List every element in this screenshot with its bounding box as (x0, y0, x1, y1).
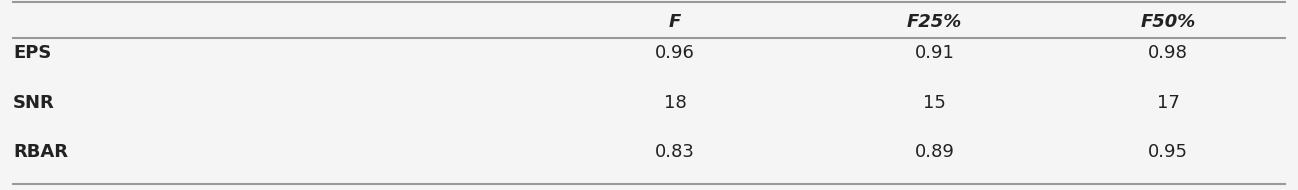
Text: 17: 17 (1157, 94, 1180, 112)
Text: 0.91: 0.91 (915, 44, 954, 62)
Text: F50%: F50% (1141, 13, 1195, 31)
Text: 0.98: 0.98 (1149, 44, 1188, 62)
Text: EPS: EPS (13, 44, 52, 62)
Text: 0.95: 0.95 (1149, 143, 1188, 161)
Text: F: F (668, 13, 681, 31)
Text: 0.96: 0.96 (655, 44, 694, 62)
Text: F25%: F25% (907, 13, 962, 31)
Text: 0.89: 0.89 (915, 143, 954, 161)
Text: 15: 15 (923, 94, 946, 112)
Text: 18: 18 (663, 94, 687, 112)
Text: 0.83: 0.83 (655, 143, 694, 161)
Text: SNR: SNR (13, 94, 55, 112)
Text: RBAR: RBAR (13, 143, 67, 161)
